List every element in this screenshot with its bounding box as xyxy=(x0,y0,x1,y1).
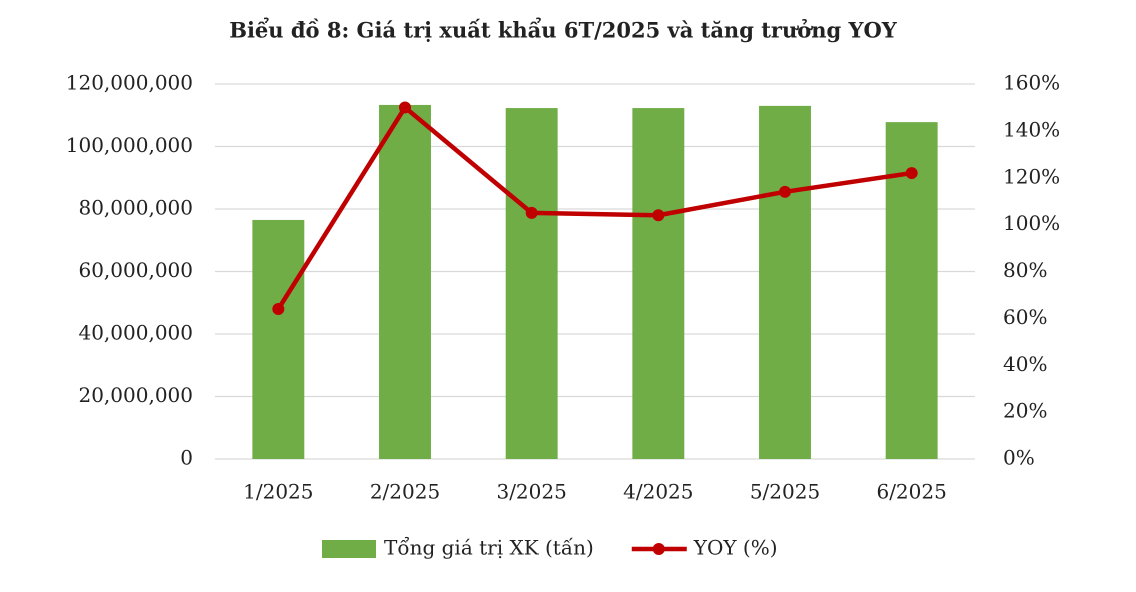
y2-tick-label: 60% xyxy=(1003,305,1047,329)
legend-label: YOY (%) xyxy=(693,536,778,560)
point xyxy=(399,101,411,114)
y-tick-label: 100,000,000 xyxy=(66,133,193,157)
y2-tick-label: 0% xyxy=(1003,446,1035,470)
y2-tick-label: 100% xyxy=(1003,211,1060,235)
chart-title: Biểu đồ 8: Giá trị xuất khẩu 6T/2025 và … xyxy=(229,18,898,43)
point xyxy=(779,185,791,198)
y2-tick-label: 140% xyxy=(1003,117,1060,141)
point xyxy=(525,206,538,219)
x-tick-label: 5/2025 xyxy=(750,480,820,504)
point xyxy=(905,167,918,180)
point xyxy=(272,303,285,315)
bar xyxy=(379,104,431,459)
y-tick-label: 80,000,000 xyxy=(78,196,193,220)
x-tick-label: 3/2025 xyxy=(496,480,566,504)
y-tick-label: 40,000,000 xyxy=(78,321,193,345)
bar xyxy=(252,219,305,459)
legend-label: Tổng giá trị XK (tấn) xyxy=(384,536,594,560)
x-tick-label: 6/2025 xyxy=(876,480,946,504)
y-tick-label: 20,000,000 xyxy=(78,383,193,407)
bar xyxy=(505,108,558,459)
y2-tick-label: 80% xyxy=(1003,258,1047,282)
y2-tick-label: 20% xyxy=(1003,399,1047,423)
y-tick-label: 60,000,000 xyxy=(78,258,193,282)
y-tick-label: 120,000,000 xyxy=(66,71,193,95)
y-tick-label: 0 xyxy=(180,446,193,470)
y2-tick-label: 40% xyxy=(1003,352,1047,376)
x-tick-label: 4/2025 xyxy=(623,480,693,504)
legend-swatch xyxy=(322,540,376,558)
line xyxy=(276,105,912,311)
x-tick-label: 1/2025 xyxy=(243,480,313,504)
bar xyxy=(632,108,685,459)
point xyxy=(652,209,665,222)
y2-tick-label: 160% xyxy=(1003,71,1060,95)
legend-swatch xyxy=(652,543,665,555)
y2-tick-label: 120% xyxy=(1003,164,1060,188)
x-tick-label: 2/2025 xyxy=(370,480,440,504)
bar xyxy=(759,105,811,459)
